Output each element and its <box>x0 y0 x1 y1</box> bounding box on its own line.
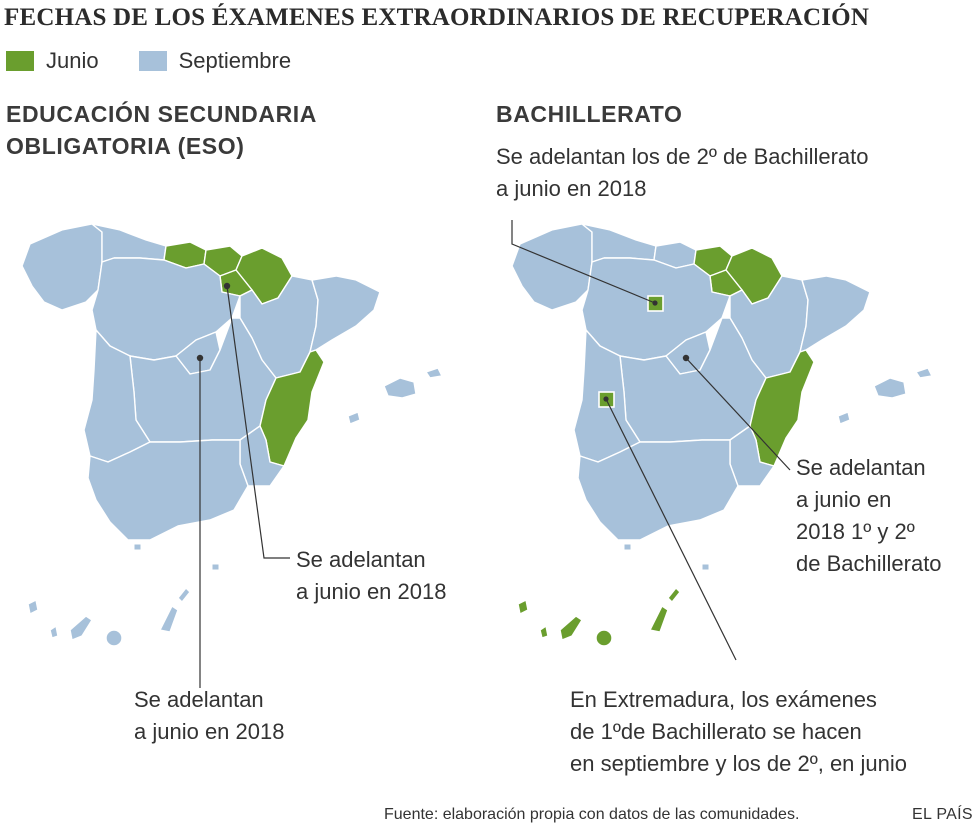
eso-region-andalucia <box>87 439 249 541</box>
bach-leader-extremadura <box>605 398 737 661</box>
chart-title: FECHAS DE LOS ÉXAMENES EXTRAORDINARIOS D… <box>4 4 870 31</box>
legend-item-junio: Junio <box>6 48 99 74</box>
eso-region-comunidad-valenciana[interactable] <box>259 349 325 467</box>
bachillerato-heading: BACHILLERATO <box>496 101 683 127</box>
bach-leader-madrid <box>685 357 791 471</box>
eso-map <box>21 223 443 688</box>
eso-note-north: Se adelantan a junio en 2018 <box>296 547 447 604</box>
source-note: Fuente: elaboración propia con datos de … <box>384 806 800 823</box>
legend-item-septiembre: Septiembre <box>138 48 292 74</box>
bachillerato-note-madrid: Se adelantan a junio en 2018 1º y 2º de … <box>796 455 942 576</box>
legend-label-junio: Junio <box>46 48 99 73</box>
bach-region-comunidad-valenciana[interactable] <box>749 349 815 467</box>
eso-region-baleares-menorca <box>425 367 443 379</box>
eso-melilla <box>211 563 220 571</box>
bach-region-asturias <box>581 223 657 263</box>
brand-credit: EL PAÍS <box>912 806 973 823</box>
eso-region-baleares-mallorca <box>383 377 417 399</box>
bach-region-galicia <box>511 223 593 311</box>
eso-note-madrid: Se adelantan a junio en 2018 <box>134 687 285 744</box>
legend-swatch-junio <box>6 51 34 71</box>
bachillerato-map <box>511 220 933 661</box>
bach-region-cataluna <box>799 275 871 353</box>
bach-region-baleares-ibiza <box>837 411 851 425</box>
bach-ceuta <box>623 543 632 551</box>
bach-region-baleares-menorca <box>915 367 933 379</box>
legend-swatch-septiembre <box>138 51 167 71</box>
legend: Junio Septiembre <box>6 48 331 74</box>
bach-region-andalucia <box>577 439 739 541</box>
eso-region-galicia <box>21 223 103 311</box>
bach-leader-2bach <box>511 220 656 304</box>
eso-region-asturias <box>91 223 167 263</box>
legend-label-septiembre: Septiembre <box>178 48 292 73</box>
eso-region-baleares-ibiza <box>347 411 361 425</box>
eso-ceuta <box>133 543 142 551</box>
bach-melilla <box>701 563 710 571</box>
eso-heading: EDUCACIÓN SECUNDARIA OBLIGATORIA (ESO) <box>6 101 318 159</box>
eso-leader-north <box>226 285 290 559</box>
bachillerato-note-extremadura: En Extremadura, los exámenes de 1ºde Bac… <box>570 687 908 776</box>
bach-region-baleares-mallorca <box>873 377 907 399</box>
bach-region-canarias[interactable] <box>517 587 681 647</box>
eso-region-cataluna <box>309 275 381 353</box>
bachillerato-subtitle: Se adelantan los de 2º de Bachillerato a… <box>496 144 869 201</box>
eso-region-canarias <box>27 587 191 647</box>
